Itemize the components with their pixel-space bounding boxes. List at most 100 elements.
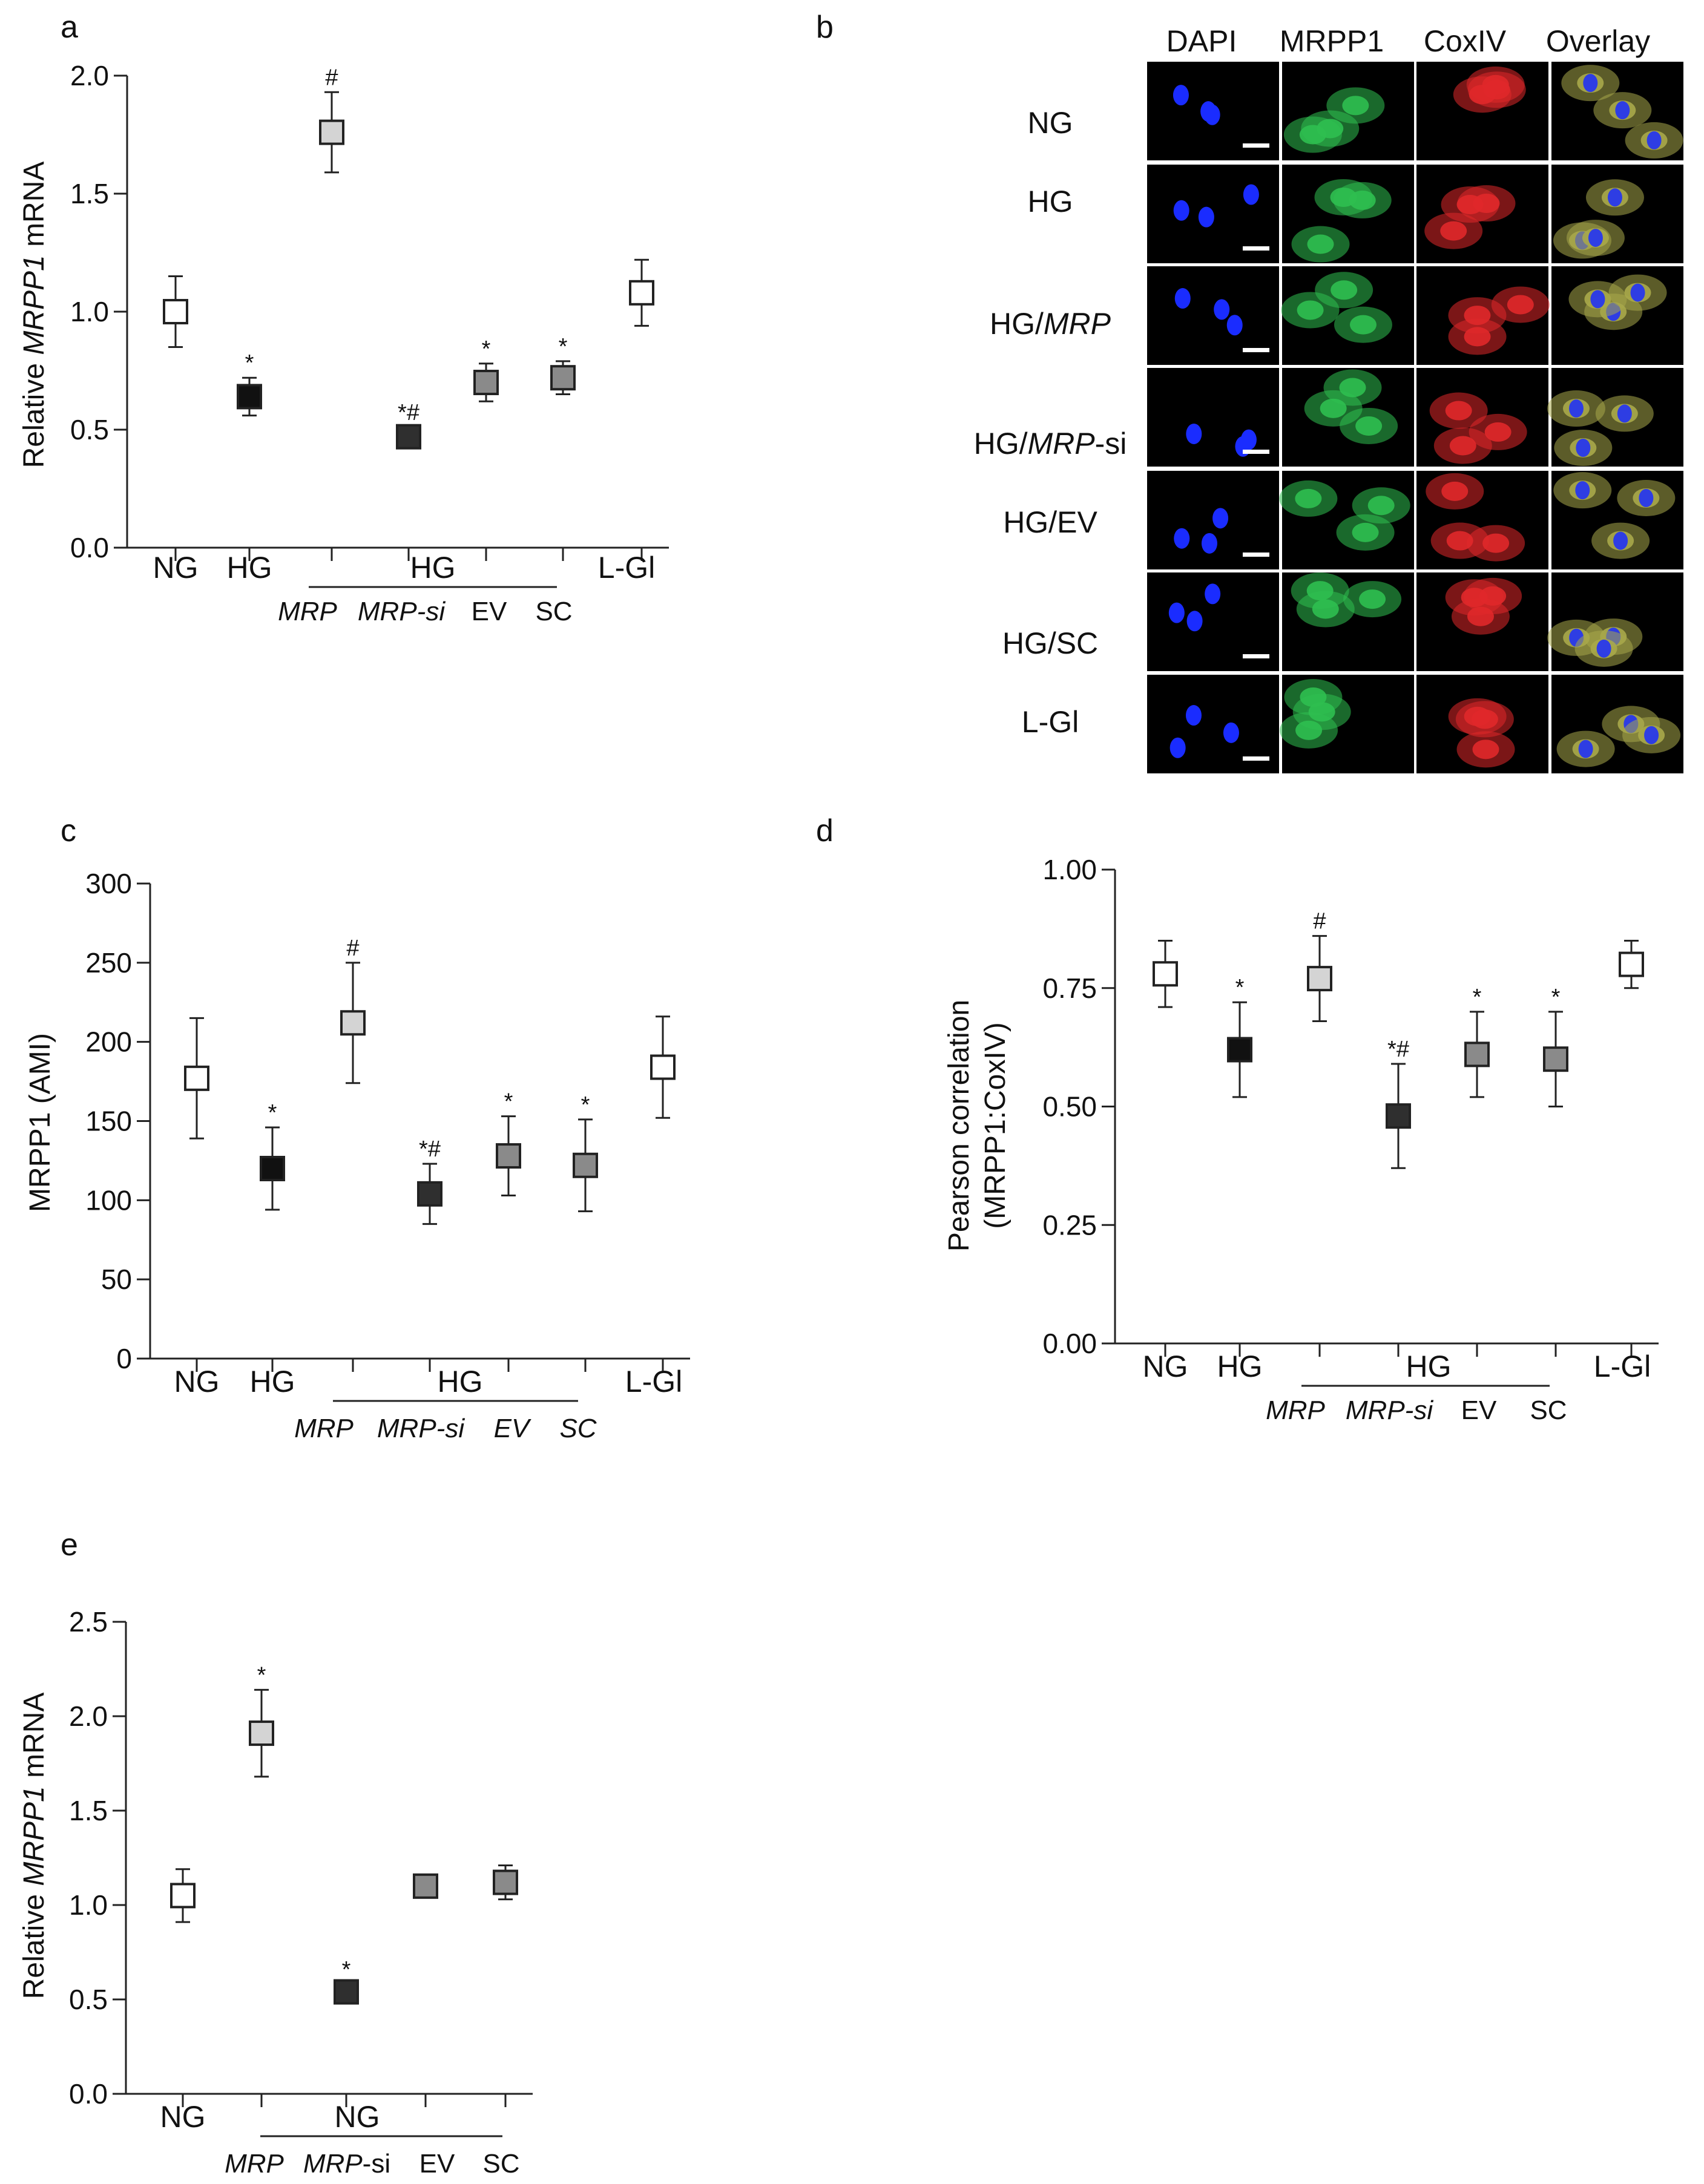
micrograph-hg-coxiv [1416, 165, 1548, 263]
y-tick-label: 0.25 [1042, 1209, 1097, 1241]
micrograph-hg-sc-overlay [1547, 572, 1683, 671]
category-label-lgl: L-Gl [598, 551, 655, 585]
data-point [417, 1181, 442, 1207]
micrograph-hg-ev-coxiv [1416, 471, 1548, 569]
sublabel-sc-a: SC [535, 597, 572, 626]
micrograph-ng-mrpp1 [1282, 62, 1414, 160]
row-label-lgl: L-Gl [1022, 705, 1079, 739]
scale-bar [1243, 450, 1269, 454]
data-point [629, 280, 654, 306]
panel-letter-a: a [61, 10, 78, 45]
nucleus [1173, 85, 1189, 106]
significance-label: * [482, 336, 491, 362]
cell-signal-core [1307, 234, 1334, 254]
data-marks-e: ** [170, 1662, 518, 2005]
sublabel-mrp-c: MRP [294, 1414, 354, 1443]
cell-signal-core [1297, 300, 1324, 320]
y-axis-label-e: Relative MRPP1 mRNA [18, 1693, 50, 1999]
column-header-coxiv: CoxIV [1424, 24, 1507, 58]
micrograph-hg-mrp-si-dapi [1147, 368, 1279, 467]
y-axis-label-d-line1: Pearson correlation [943, 1000, 975, 1251]
significance-label: * [342, 1957, 351, 1982]
y-tick-label: 2.0 [70, 60, 109, 91]
scale-bar [1243, 654, 1269, 658]
nucleus [1613, 531, 1628, 550]
cell-signal-core [1456, 195, 1484, 215]
micrograph-ng-dapi [1147, 62, 1279, 160]
nucleus [1198, 206, 1214, 228]
significance-label: * [504, 1089, 513, 1115]
scale-bar [1243, 553, 1269, 557]
category-label-lgl: L-Gl [625, 1365, 682, 1399]
significance-label: * [1551, 985, 1561, 1010]
significance-label: *# [419, 1136, 441, 1162]
y-ticks-a: 0.0 0.5 1.0 1.5 2.0 [70, 60, 127, 563]
cell-signal-core [1352, 522, 1379, 542]
scale-bar [1243, 143, 1269, 148]
y-ticks-c: 0 50 100 150 200 250 300 [85, 868, 150, 1374]
y-tick-label: 0 [116, 1343, 132, 1374]
cell-signal-core [1295, 720, 1323, 740]
significance-label: * [268, 1100, 277, 1126]
data-point [573, 1152, 598, 1178]
nucleus [1639, 488, 1654, 507]
cell-signal-core [1507, 295, 1534, 315]
micrograph-hg-mrp-dapi [1147, 266, 1279, 365]
data-point [1153, 961, 1178, 987]
cell-signal-core [1317, 119, 1344, 139]
data-point [550, 365, 576, 391]
nucleus [1174, 288, 1191, 309]
axes-e [125, 1622, 533, 2107]
panel-letter-c: c [61, 813, 76, 848]
y-tick-label: 1.0 [69, 1889, 108, 1921]
axes-a [126, 76, 669, 561]
significance-label: # [325, 65, 338, 90]
y-tick-label: 0.5 [70, 414, 109, 445]
significance-label: * [257, 1662, 266, 1688]
category-label-ng: NG [1143, 1349, 1188, 1383]
nucleus [1185, 705, 1202, 726]
cell-signal-core [1483, 80, 1510, 100]
micrograph-hg-mrp-si-mrpp1 [1282, 368, 1414, 467]
panel-letter-e: e [61, 1527, 78, 1563]
y-tick-label: 2.5 [69, 1606, 108, 1638]
nucleus [1214, 299, 1230, 320]
significance-label: * [1235, 975, 1245, 1000]
cell-signal-core [1467, 606, 1494, 626]
sublabel-sc-e: SC [482, 2149, 519, 2179]
micrograph-l-gl-coxiv [1416, 675, 1548, 773]
category-label-ng: NG [174, 1365, 220, 1399]
cell-signal-core [1446, 531, 1473, 551]
micrograph-hg-mrp-si-coxiv [1416, 368, 1548, 467]
category-label-hg: HG [1217, 1349, 1263, 1383]
sublabel-sc-c: SC [559, 1414, 597, 1443]
sublabel-ev-e: EV [419, 2149, 455, 2179]
micrograph-hg-mrp-si-overlay [1547, 368, 1683, 467]
scale-bar [1243, 756, 1269, 761]
micrograph-l-gl-mrpp1 [1280, 675, 1414, 773]
y-tick-label: 100 [85, 1184, 132, 1216]
nucleus [1630, 283, 1645, 302]
y-tick-label: 1.0 [70, 296, 109, 327]
y-axis-label-d-line2: (MRPP1:CoxIV) [979, 1022, 1012, 1228]
cell-signal-core [1367, 496, 1395, 516]
y-tick-label: 1.5 [70, 178, 109, 209]
y-tick-label: 0.00 [1042, 1328, 1097, 1359]
y-tick-label: 2.0 [69, 1700, 108, 1732]
category-label-ng: NG [160, 2100, 206, 2134]
nucleus [1173, 200, 1189, 221]
sublabel-mrpsi-c: MRP-si [377, 1414, 465, 1443]
sublabel-ev-c: EV [494, 1414, 531, 1443]
micrograph-hg-mrpp1 [1282, 165, 1414, 263]
panel-letter-b: b [816, 10, 834, 45]
data-point [260, 1156, 285, 1181]
nucleus [1607, 188, 1622, 207]
micrograph-hg-sc-dapi [1147, 572, 1279, 671]
data-point [396, 424, 421, 450]
significance-label: * [559, 334, 568, 359]
data-point [170, 1883, 196, 1909]
nucleus [1646, 131, 1662, 149]
micrograph-hg-mrp-overlay [1551, 266, 1683, 365]
row-label-ng: NG [1028, 106, 1073, 140]
nucleus [1223, 722, 1239, 743]
